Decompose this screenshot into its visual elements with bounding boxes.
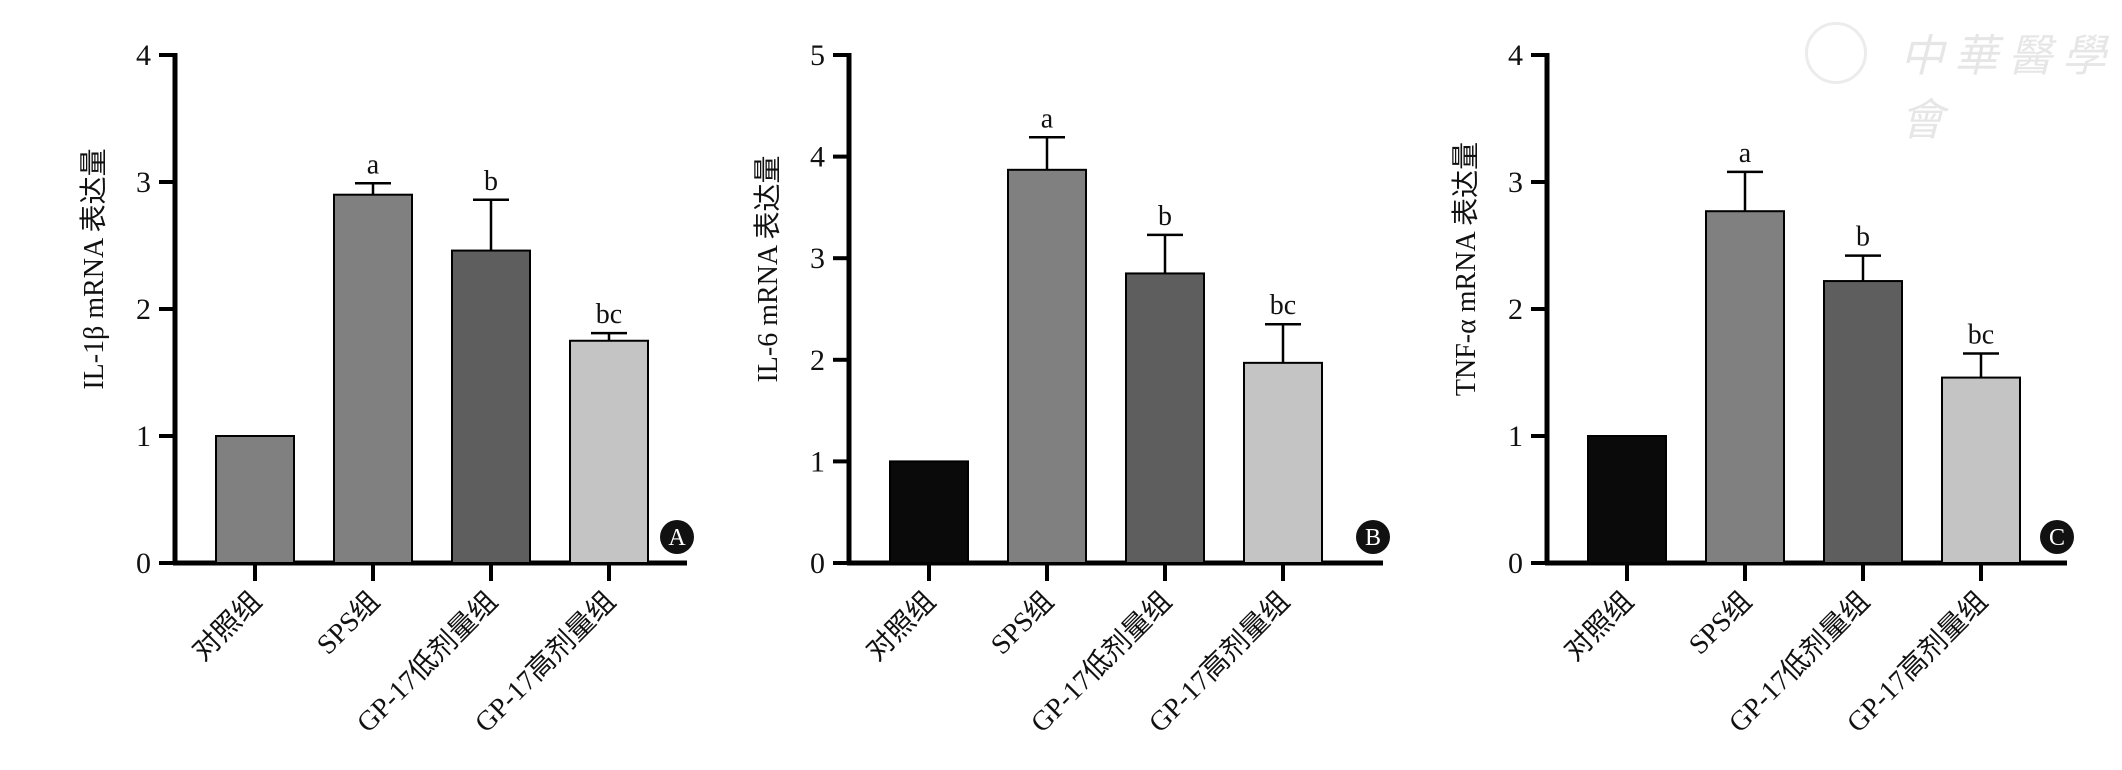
bar-3	[1243, 361, 1323, 564]
x-tick-label: 对照组	[1558, 585, 1640, 667]
panel-label: B	[1365, 525, 1381, 551]
significance-label: a	[367, 149, 380, 180]
y-tick-label: 0	[136, 547, 151, 580]
x-tick-label: SPS组	[984, 585, 1059, 660]
x-tick-label: 对照组	[860, 585, 942, 667]
bar-0	[1587, 435, 1667, 564]
y-tick-label: 2	[136, 293, 151, 326]
significance-label: bc	[596, 299, 622, 330]
significance-label: bc	[1968, 319, 1994, 350]
x-tick-label: SPS组	[310, 585, 385, 660]
x-tick-label: 对照组	[186, 585, 268, 667]
panel-badge	[1356, 520, 1390, 554]
y-axis-label: IL-6 mRNA 表达量	[752, 155, 784, 382]
bar-2	[451, 249, 531, 565]
significance-label: a	[1041, 103, 1054, 134]
y-tick-label: 3	[1508, 166, 1523, 199]
bar-0	[889, 460, 969, 564]
y-tick-label: 2	[810, 344, 825, 377]
significance-label: b	[484, 166, 498, 197]
panel-label: C	[2049, 525, 2065, 551]
y-tick-label: 0	[1508, 547, 1523, 580]
bar-3	[1941, 376, 2021, 564]
y-tick-label: 5	[810, 39, 825, 72]
bar-1	[1007, 168, 1087, 564]
y-tick-label: 3	[810, 242, 825, 275]
y-tick-label: 0	[810, 547, 825, 580]
y-tick-label: 4	[810, 141, 825, 174]
y-axis-label: TNF-α mRNA 表达量	[1450, 142, 1482, 396]
x-tick-label: SPS组	[1682, 585, 1757, 660]
y-tick-label: 3	[136, 166, 151, 199]
significance-label: bc	[1270, 290, 1296, 321]
y-tick-label: 4	[136, 39, 151, 72]
bar-2	[1823, 280, 1903, 564]
bar-1	[333, 193, 413, 564]
y-tick-label: 4	[1508, 39, 1523, 72]
significance-label: b	[1856, 222, 1870, 253]
y-tick-label: 1	[1508, 420, 1523, 453]
watermark-seal-icon	[1805, 22, 1867, 84]
bar-2	[1125, 272, 1205, 564]
y-axis-label: IL-1β mRNA 表达量	[78, 148, 110, 389]
y-tick-label: 1	[136, 420, 151, 453]
bar-0	[215, 435, 295, 564]
watermark-text: 中華醫學會	[1900, 31, 2116, 146]
panel-label: A	[668, 525, 686, 551]
panel-badge	[2040, 520, 2074, 554]
panel-badge	[660, 520, 694, 554]
bar-1	[1705, 210, 1785, 565]
significance-label: b	[1158, 201, 1172, 232]
significance-label: a	[1739, 138, 1752, 169]
y-tick-label: 1	[810, 445, 825, 478]
y-tick-label: 2	[1508, 293, 1523, 326]
bar-3	[569, 339, 649, 564]
